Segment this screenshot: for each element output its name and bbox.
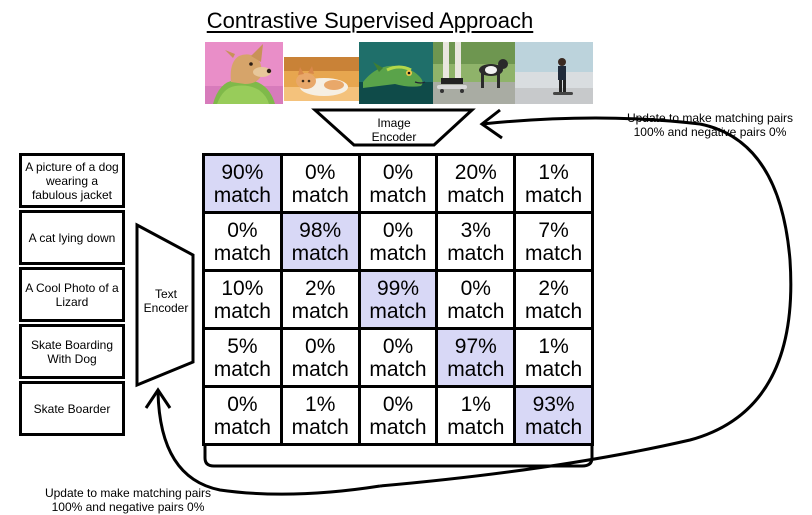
skateboarder-photo (515, 42, 593, 104)
caption-box: A Cool Photo of a Lizard (19, 267, 125, 322)
matrix-cell: 7% match (516, 214, 591, 269)
caption-box: Skate Boarding With Dog (19, 324, 125, 379)
matrix-cell: 97% match (438, 330, 514, 385)
update-note-top: Update to make matching pairs 100% and n… (626, 111, 794, 139)
similarity-matrix: 90% match 0% match 0% match 20% match 1% matc… (202, 153, 594, 446)
matrix-cell: 1% match (282, 388, 358, 443)
caption-box: A picture of a dog wearing a fabulous ja… (19, 153, 125, 208)
matrix-cell: 2% match (516, 272, 591, 327)
matrix-cell: 1% match (516, 330, 591, 385)
update-note-bottom: Update to make matching pairs 100% and n… (44, 486, 212, 514)
matrix-cell: 0% match (360, 214, 436, 269)
matrix-cell: 1% match (516, 156, 591, 211)
matrix-cell: 0% match (360, 330, 436, 385)
diagram-title: Contrastive Supervised Approach (206, 8, 534, 33)
matrix-cell: 0% match (205, 214, 280, 269)
caption-list: A picture of a dog wearing a fabulous ja… (19, 153, 125, 438)
matrix-cell: 93% match (516, 388, 591, 443)
matrix-cell: 10% match (205, 272, 280, 327)
matrix-cell: 0% match (438, 272, 514, 327)
matrix-cell: 2% match (282, 272, 358, 327)
dog-in-jacket-photo (205, 42, 283, 104)
matrix-cell: 1% match (438, 388, 514, 443)
matrix-cell: 0% match (360, 388, 436, 443)
cat-lying-photo (284, 57, 359, 101)
image-encoder-label: Image Encoder (371, 116, 417, 144)
matrix-cell: 20% match (438, 156, 514, 211)
matrix-cell: 0% match (205, 388, 280, 443)
image-encoder-arrowhead (479, 108, 503, 140)
text-encoder-arrowhead (144, 387, 172, 409)
matrix-cell: 98% match (282, 214, 358, 269)
matrix-cell: 5% match (205, 330, 280, 385)
matrix-cell: 0% match (360, 156, 436, 211)
matrix-cell: 90% match (205, 156, 280, 211)
lizard-photo (359, 42, 433, 104)
text-encoder-label: Text Encoder (143, 287, 189, 315)
matrix-cell: 0% match (282, 330, 358, 385)
matrix-cell: 99% match (360, 272, 436, 327)
skateboarding-with-dog-photo (433, 42, 515, 104)
caption-box: Skate Boarder (19, 381, 125, 436)
caption-box: A cat lying down (19, 210, 125, 265)
matrix-cell: 0% match (282, 156, 358, 211)
matrix-cell: 3% match (438, 214, 514, 269)
